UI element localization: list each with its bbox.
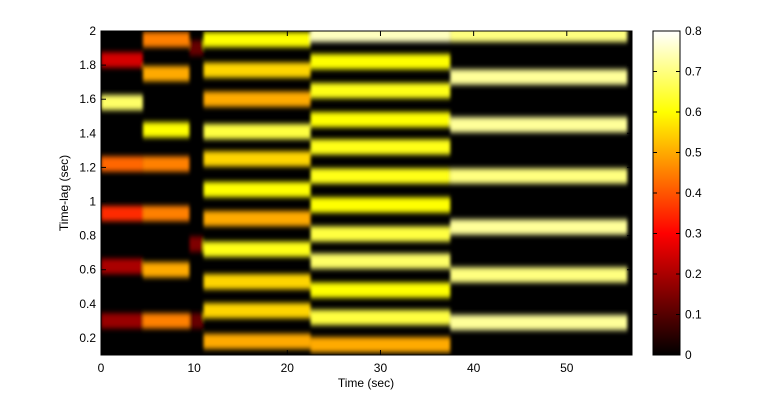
- heat-band: [450, 219, 628, 235]
- x-tick-label: 30: [374, 361, 388, 375]
- heat-band: [203, 151, 311, 167]
- colorbar-tick-label: 0.4: [685, 186, 702, 200]
- heat-band: [101, 205, 143, 222]
- heat-band: [450, 69, 628, 85]
- y-axis: 0.2 0.4 0.6 0.8 1 1.2 1.4 1.6 1.8 2: [79, 24, 632, 345]
- heat-band: [310, 31, 451, 42]
- x-axis: 0 10 20 30 40 50: [98, 31, 574, 375]
- y-tick-label: 1: [89, 195, 96, 209]
- heat-band: [101, 94, 143, 111]
- x-axis-label: Time (sec): [338, 376, 394, 390]
- colorbar-ticks: 0 0.1 0.2 0.3 0.4 0.5 0.6 0.7 0.8: [653, 24, 702, 362]
- heat-band: [450, 117, 628, 133]
- heat-band: [203, 31, 311, 48]
- heat-band: [142, 31, 190, 48]
- x-tick-label: 0: [98, 361, 105, 375]
- y-tick-label: 0.6: [79, 263, 96, 277]
- y-tick-label: 2: [89, 24, 96, 38]
- heat-band: [101, 258, 143, 274]
- heat-band: [310, 282, 451, 298]
- heat-band: [450, 267, 628, 283]
- colorbar-tick-label: 0.7: [685, 65, 702, 79]
- heat-band: [142, 66, 190, 82]
- heat-band: [310, 309, 451, 326]
- heat-band: [310, 54, 451, 70]
- colorbar-tick-label: 0.5: [685, 146, 702, 160]
- heat-band: [101, 52, 143, 68]
- heat-band: [203, 181, 311, 198]
- colorbar-tick-label: 0.8: [685, 24, 702, 38]
- heat-band: [142, 122, 190, 138]
- x-tick-label: 20: [281, 361, 295, 375]
- heat-band: [101, 156, 143, 172]
- heat-band: [310, 168, 451, 184]
- y-tick-label: 1.8: [79, 58, 96, 72]
- heat-band: [203, 91, 311, 107]
- heat-band: [203, 274, 311, 290]
- heat-band: [310, 197, 451, 213]
- heat-band: [203, 241, 311, 257]
- y-tick-label: 1.6: [79, 92, 96, 106]
- heat-band: [310, 112, 451, 128]
- colorbar-tick-label: 0.3: [685, 227, 702, 241]
- heat-band: [142, 313, 190, 329]
- heat-band: [310, 83, 451, 99]
- x-tick-label: 10: [187, 361, 201, 375]
- y-tick-label: 0.8: [79, 229, 96, 243]
- heat-band: [101, 313, 143, 329]
- y-tick-label: 1.2: [79, 160, 96, 174]
- heat-band: [189, 313, 204, 329]
- x-tick-label: 40: [467, 361, 481, 375]
- heat-band: [450, 314, 628, 331]
- colorbar-tick-label: 0.6: [685, 105, 702, 119]
- plot-frame: [100, 30, 633, 356]
- colorbar-gradient: [653, 31, 680, 355]
- heat-band: [450, 31, 628, 42]
- heatmap-cells: [101, 31, 628, 353]
- heatmap-bands: [101, 31, 628, 353]
- y-tick-label: 1.4: [79, 126, 96, 140]
- colorbar-tick-label: 0: [685, 348, 692, 362]
- heat-band: [450, 168, 628, 184]
- plot-area: [100, 30, 633, 356]
- heat-band: [203, 62, 311, 78]
- colorbar-tick-label: 0.2: [685, 267, 702, 281]
- heat-band: [142, 262, 190, 278]
- heat-band: [310, 253, 451, 269]
- colorbar: 0 0.1 0.2 0.3 0.4 0.5 0.6 0.7 0.8: [652, 24, 702, 362]
- heat-band: [189, 40, 204, 56]
- heat-band: [189, 236, 204, 252]
- heat-band: [310, 226, 451, 242]
- heat-band: [310, 337, 451, 353]
- heat-band: [203, 333, 311, 349]
- heat-band: [203, 210, 311, 227]
- y-axis-label: Time-lag (sec): [57, 155, 71, 231]
- heat-band: [142, 205, 190, 222]
- heat-band: [310, 139, 451, 155]
- x-tick-label: 50: [560, 361, 574, 375]
- y-tick-label: 0.4: [79, 297, 96, 311]
- heat-band: [203, 123, 311, 140]
- colorbar-tick-label: 0.1: [685, 308, 702, 322]
- y-tick-label: 0.2: [79, 331, 96, 345]
- heat-band: [203, 303, 311, 319]
- heat-band: [142, 156, 190, 172]
